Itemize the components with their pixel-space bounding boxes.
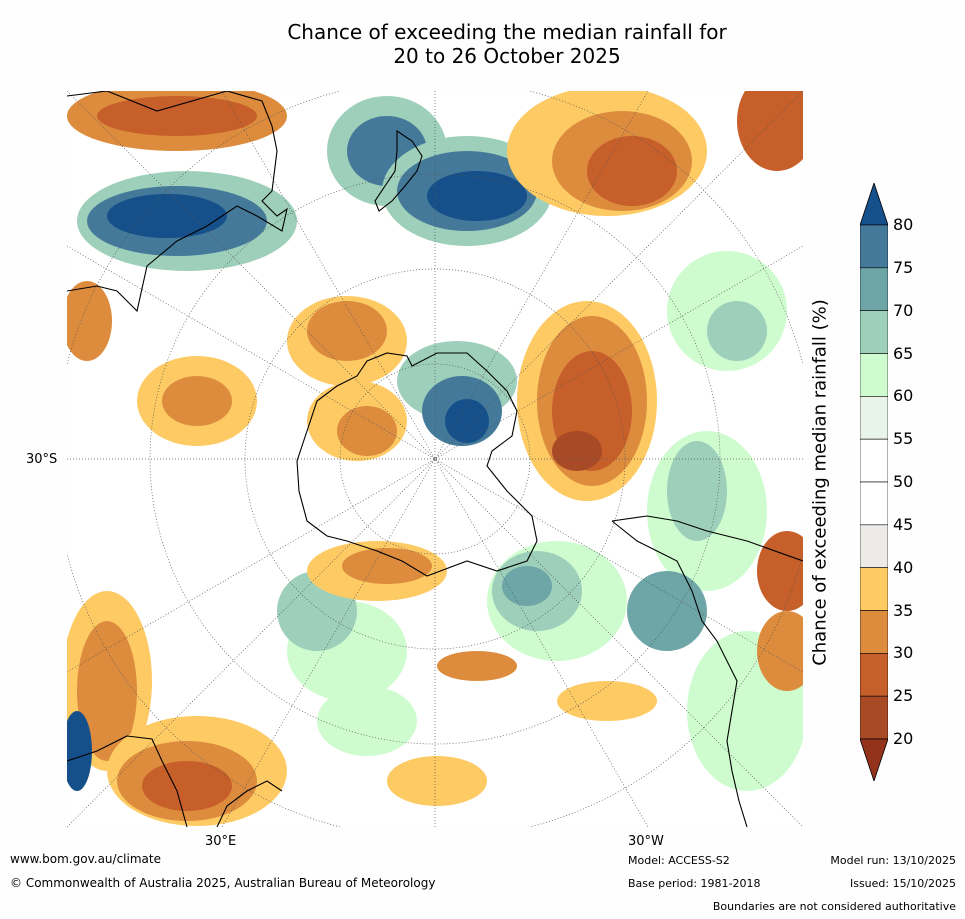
colorbar-bottom-arrow (859, 738, 889, 783)
title-line-2: 20 to 26 October 2025 (393, 44, 621, 68)
colorbar-segment (859, 610, 889, 654)
graticule (67, 91, 803, 827)
lon-label-30e: 30°E (205, 834, 237, 849)
colorbar-segment (859, 695, 889, 740)
colorbar-segment (859, 396, 889, 440)
lat-label-30s: 30°S (26, 452, 58, 467)
lon-label-30w: 30°W (628, 834, 664, 849)
colorbar-tick-label: 35 (893, 600, 914, 620)
colorbar-label: Chance of exceeding median rainfall (%) (809, 299, 831, 666)
colorbar-tick-label: 60 (893, 386, 914, 406)
colorbar (859, 181, 889, 783)
copyright-text: © Commonwealth of Australia 2025, Austra… (10, 876, 436, 890)
colorbar-tick-label: 80 (893, 215, 914, 234)
map-title: Chance of exceeding the median rainfall … (67, 20, 947, 68)
colorbar-segment (859, 438, 889, 483)
colorbar-segment (859, 353, 889, 397)
colorbar-tick-label: 45 (893, 514, 914, 534)
colorbar-tick-label: 50 (893, 472, 914, 491)
colorbar-tick-label: 20 (893, 729, 914, 748)
colorbar-tick-label: 70 (893, 300, 914, 320)
website-link[interactable]: www.bom.gov.au/climate (10, 852, 161, 866)
disclaimer-text: Boundaries are not considered authoritat… (712, 900, 956, 913)
colorbar-segment (859, 224, 889, 269)
model-run-info: Model run: 13/10/2025 (830, 854, 956, 867)
colorbar-tick-label: 40 (893, 557, 914, 577)
colorbar-tick-label: 65 (893, 343, 914, 363)
model-info: Model: ACCESS-S2 (628, 854, 730, 867)
colorbar-tick-label: 30 (893, 643, 914, 663)
colorbar-segment (859, 310, 889, 354)
colorbar-tick-label: 55 (893, 429, 914, 449)
rainfall-map (67, 91, 803, 827)
map-canvas (67, 91, 803, 827)
colorbar-segment (859, 653, 889, 697)
probability-fields (67, 91, 803, 826)
colorbar-segment (859, 524, 889, 568)
colorbar-segment (859, 267, 889, 311)
colorbar-tick-label: 75 (893, 257, 914, 277)
coastlines (67, 91, 803, 827)
colorbar-graphic (859, 181, 889, 783)
title-line-1: Chance of exceeding the median rainfall … (287, 20, 727, 44)
issued-info: Issued: 15/10/2025 (849, 877, 956, 890)
base-period-info: Base period: 1981-2018 (628, 877, 761, 890)
colorbar-tick-label: 25 (893, 686, 914, 706)
colorbar-top-arrow (859, 181, 889, 226)
colorbar-segment (859, 567, 889, 611)
colorbar-segment (859, 481, 889, 526)
